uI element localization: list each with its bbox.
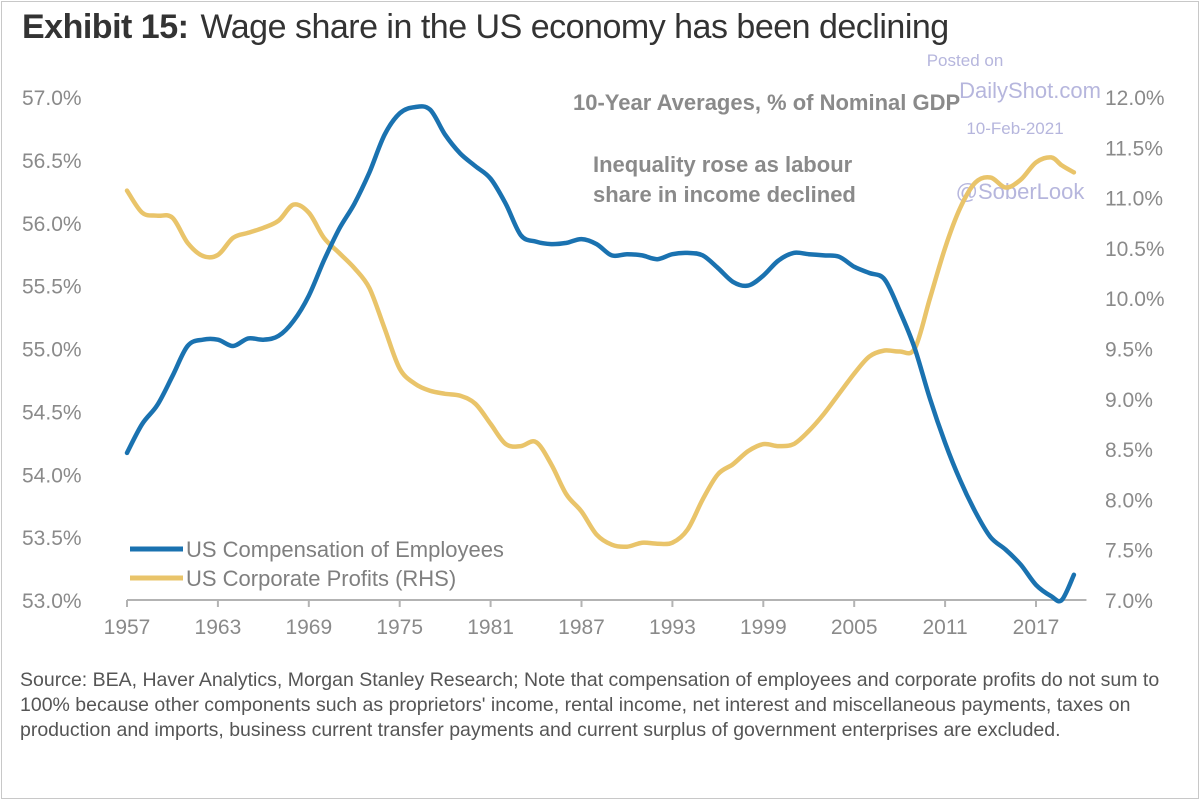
y-left-tick-label: 56.0% — [22, 213, 82, 236]
legend-label-profits: US Corporate Profits (RHS) — [186, 566, 456, 591]
y-right-tick-label: 7.5% — [1105, 540, 1153, 563]
y-right-tick-label: 8.0% — [1105, 489, 1153, 512]
y-right-tick-label: 10.0% — [1105, 288, 1165, 311]
chart-subtitle: 10-Year Averages, % of Nominal GDP — [573, 90, 960, 115]
y-right-tick-label: 7.0% — [1105, 590, 1153, 613]
y-right-tick-label: 10.5% — [1105, 238, 1165, 261]
legend-label-compensation: US Compensation of Employees — [186, 537, 504, 562]
series-line-profits — [124, 155, 1077, 550]
x-axis: 1957 1963 1969 1975 1981 1987 1993 1999 2005 2011… — [104, 599, 1087, 639]
y-right-tick-label: 9.0% — [1105, 389, 1153, 412]
x-tick-label: 1975 — [376, 616, 423, 639]
y-right-tick-label: 8.5% — [1105, 439, 1153, 462]
x-tick-label: 1963 — [195, 616, 242, 639]
annotation-line-2: share in income declined — [593, 182, 856, 207]
y-right-tick-label: 11.5% — [1105, 137, 1163, 160]
series-group — [124, 104, 1077, 604]
watermark-posted-on: Posted on — [927, 51, 1004, 70]
legend-item-compensation: US Compensation of Employees — [130, 537, 504, 562]
exhibit-label: Exhibit 15: — [22, 8, 189, 46]
y-left-tick-label: 54.0% — [22, 464, 82, 487]
watermark-site: DailyShot.com — [959, 78, 1101, 103]
annotation-line-1: Inequality rose as labour — [593, 152, 853, 177]
y-axis-right: 12.0% 11.5% 11.0% 10.5% 10.0% 9.5% 9.0% 8.5% 8.0… — [1105, 87, 1165, 613]
y-left-tick-label: 55.5% — [22, 276, 82, 299]
y-left-tick-label: 54.5% — [22, 401, 82, 424]
y-axis-left: 57.0% 56.5% 56.0% 55.5% 55.0% 54.5% 54.0% 53.5%… — [22, 87, 82, 613]
watermark-date: 10-Feb-2021 — [966, 119, 1063, 138]
x-tick-label: 2017 — [1013, 616, 1060, 639]
watermark: Posted on DailyShot.com 10-Feb-2021 @Sob… — [927, 51, 1101, 204]
y-left-tick-label: 53.0% — [22, 590, 82, 613]
series-line-compensation — [124, 104, 1077, 604]
x-tick-label: 1957 — [104, 616, 151, 639]
x-tick-label: 2011 — [923, 616, 968, 639]
x-tick-label: 1969 — [285, 616, 332, 639]
chart-title: Exhibit 15: Wage share in the US economy … — [22, 8, 949, 47]
x-tick-label: 1999 — [740, 616, 787, 639]
y-left-tick-label: 53.5% — [22, 527, 82, 550]
x-tick-label: 2005 — [831, 616, 878, 639]
legend: US Compensation of Employees US Corporat… — [130, 537, 504, 591]
y-left-tick-label: 56.5% — [22, 150, 82, 173]
legend-item-profits: US Corporate Profits (RHS) — [130, 566, 456, 591]
y-right-tick-label: 12.0% — [1105, 87, 1165, 110]
x-tick-label: 1993 — [649, 616, 696, 639]
x-tick-label: 1981 — [467, 616, 514, 639]
y-left-tick-label: 55.0% — [22, 339, 82, 362]
source-footnote: Source: BEA, Haver Analytics, Morgan Sta… — [20, 669, 1160, 741]
y-left-tick-label: 57.0% — [22, 87, 82, 110]
y-right-tick-label: 11.0% — [1105, 188, 1163, 211]
x-tick-label: 1987 — [558, 616, 605, 639]
title-text: Wage share in the US economy has been de… — [200, 8, 949, 46]
y-right-tick-label: 9.5% — [1105, 339, 1153, 362]
